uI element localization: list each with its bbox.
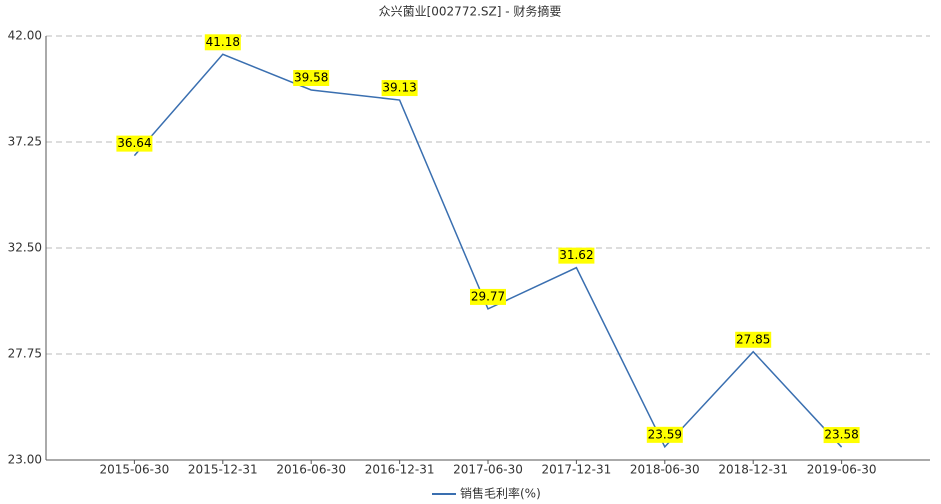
data-label: 27.85 bbox=[736, 332, 770, 346]
data-label: 39.13 bbox=[382, 81, 416, 95]
x-tick-label: 2018-12-31 bbox=[718, 463, 788, 477]
x-tick-label: 2016-12-31 bbox=[365, 463, 435, 477]
data-label-bg bbox=[735, 331, 772, 348]
data-label-bg bbox=[823, 427, 860, 444]
data-label-bg bbox=[381, 80, 418, 97]
data-label: 41.18 bbox=[206, 35, 240, 49]
data-label-bg bbox=[204, 34, 241, 51]
data-label: 36.64 bbox=[117, 136, 151, 150]
x-tick-label: 2017-06-30 bbox=[453, 463, 523, 477]
y-tick-label: 37.25 bbox=[8, 135, 42, 149]
x-tick-label: 2019-06-30 bbox=[807, 463, 877, 477]
y-tick-label: 42.00 bbox=[8, 29, 42, 43]
series-line bbox=[133, 53, 843, 449]
y-tick-label: 27.75 bbox=[8, 347, 42, 361]
data-label: 23.58 bbox=[824, 428, 858, 442]
y-tick-label: 23.00 bbox=[8, 453, 42, 467]
legend-label: 销售毛利率(%) bbox=[460, 486, 541, 501]
data-label: 31.62 bbox=[559, 248, 593, 262]
data-label: 39.58 bbox=[294, 71, 328, 85]
x-tick-label: 2017-12-31 bbox=[542, 463, 612, 477]
data-label: 29.77 bbox=[471, 289, 505, 303]
data-label-bg bbox=[646, 426, 683, 443]
y-tick-label: 32.50 bbox=[8, 241, 42, 255]
x-tick-label: 2015-12-31 bbox=[188, 463, 258, 477]
data-label-bg bbox=[558, 247, 595, 264]
data-label-bg bbox=[116, 135, 153, 152]
data-label-bg bbox=[470, 288, 506, 305]
data-label: 23.59 bbox=[648, 427, 682, 441]
x-tick-label: 2015-06-30 bbox=[100, 463, 170, 477]
x-tick-label: 2018-06-30 bbox=[630, 463, 700, 477]
data-label-bg bbox=[293, 70, 330, 87]
x-tick-label: 2016-06-30 bbox=[276, 463, 346, 477]
chart-title: 众兴菌业[002772.SZ] - 财务摘要 bbox=[379, 4, 562, 19]
